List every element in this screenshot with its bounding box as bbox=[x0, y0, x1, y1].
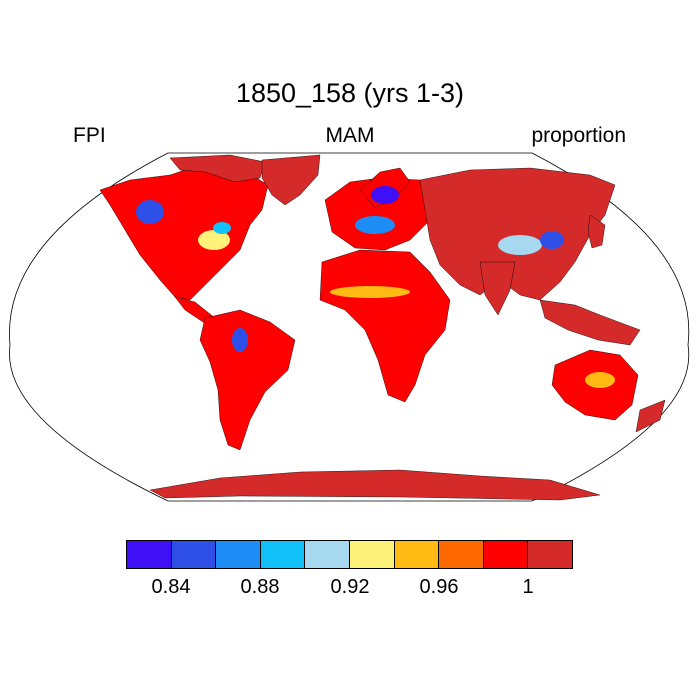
patch-scandinavia bbox=[371, 186, 399, 204]
patch-australia bbox=[585, 372, 615, 388]
patch-great-lakes bbox=[213, 222, 231, 234]
colorbar-box bbox=[393, 540, 440, 569]
colorbar-box bbox=[304, 540, 350, 569]
patch-east-north-america bbox=[198, 230, 230, 250]
colorbar-box bbox=[259, 540, 306, 569]
patch-sahel bbox=[330, 286, 410, 298]
colorbar-box bbox=[438, 540, 484, 569]
low-value-patches bbox=[136, 186, 615, 388]
colorbar bbox=[126, 540, 573, 569]
land-japan bbox=[587, 214, 606, 249]
patch-central-asia bbox=[498, 235, 542, 255]
patch-amazon bbox=[232, 328, 248, 352]
land-new-zealand bbox=[635, 399, 666, 433]
colorbar-tick-label: 0.88 bbox=[240, 576, 280, 598]
colorbar-box bbox=[215, 540, 261, 569]
colorbar-box bbox=[126, 540, 172, 569]
land-antarctica bbox=[149, 469, 601, 501]
land-south-america bbox=[199, 309, 296, 451]
map-title: 1850_158 (yrs 1-3) bbox=[235, 78, 465, 108]
colorbar-tick-label: 0.92 bbox=[330, 576, 370, 598]
colorbar-box bbox=[527, 540, 573, 569]
colorbar-box bbox=[170, 540, 217, 569]
units-label: proportion bbox=[531, 124, 626, 147]
season-label: MAM bbox=[325, 124, 375, 147]
patch-east-asia bbox=[540, 231, 564, 249]
colorbar-box bbox=[348, 540, 395, 569]
colorbar-box bbox=[482, 540, 529, 569]
land-greenland bbox=[261, 154, 321, 206]
colorbar-tick-label: 0.96 bbox=[419, 576, 459, 598]
patch-central-europe bbox=[355, 216, 395, 234]
colorbar-tick-label: 1 bbox=[522, 576, 534, 598]
patch-west-north-america bbox=[136, 200, 164, 224]
variable-label: FPI bbox=[73, 124, 106, 147]
land-india bbox=[479, 261, 516, 316]
land-asia bbox=[419, 167, 616, 301]
colorbar-tick-label: 0.84 bbox=[151, 576, 191, 598]
land-canadian-arctic bbox=[169, 154, 266, 183]
land-southeast-asia bbox=[539, 299, 641, 346]
